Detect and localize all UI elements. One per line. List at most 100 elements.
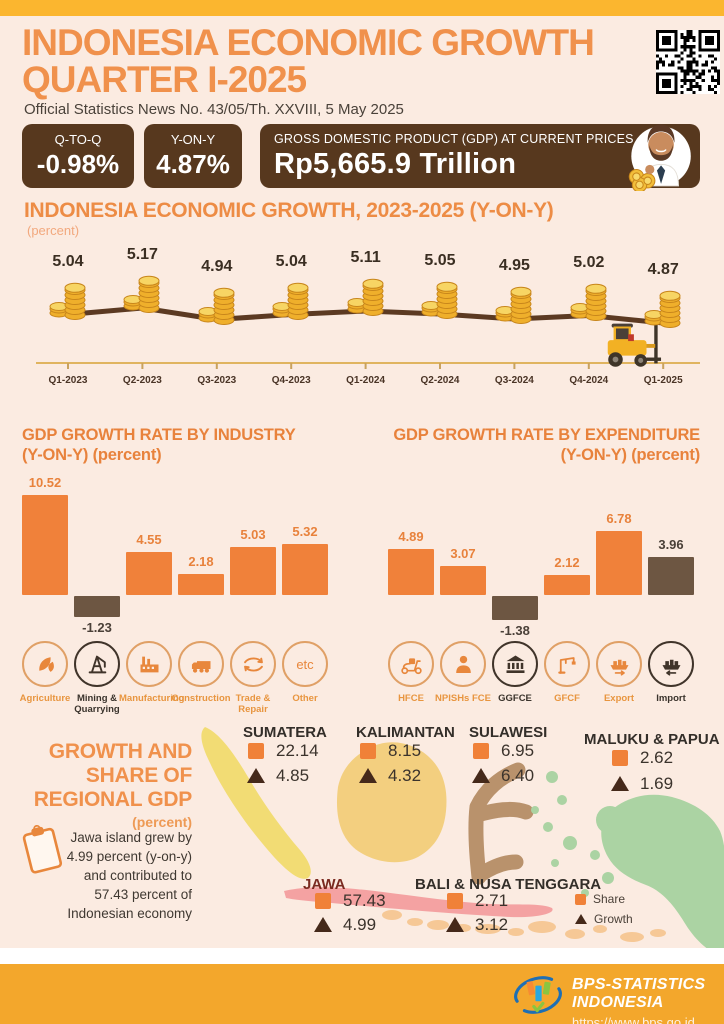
coin-stack-icon xyxy=(494,279,534,325)
growth-triangle-icon xyxy=(575,914,587,924)
coin-stack-icon xyxy=(48,275,88,321)
growth-triangle-icon xyxy=(472,768,490,783)
region-growth-value: 3.12 xyxy=(475,915,509,934)
line-chart-unit: (percent) xyxy=(27,223,80,238)
category-label: Mining & Quarrying xyxy=(74,693,120,716)
bar-value: 3.07 xyxy=(450,545,476,561)
x-axis-label: Q1-2024 xyxy=(346,375,386,386)
category-icon-circle xyxy=(492,641,538,687)
bar-value: 6.78 xyxy=(606,510,632,526)
bps-logo xyxy=(514,976,562,1014)
stat-qtoq-label: Q-TO-Q xyxy=(54,132,102,147)
page-title-line1: INDONESIA ECONOMIC GROWTH xyxy=(22,22,595,63)
category-icon-circle xyxy=(230,641,276,687)
category-label: Import xyxy=(656,693,686,704)
category-icon-circle xyxy=(440,641,486,687)
coin-stack-icon xyxy=(122,268,162,314)
line-chart: 5.04 Q1-2023 5.17 Q2-2023 4.94 Q3-2023 5.04 Q4-… xyxy=(0,240,724,405)
category-label: Export xyxy=(603,693,635,704)
legend-growth: Growth xyxy=(575,912,633,926)
regional-unit: (percent) xyxy=(132,814,192,830)
island-jawa xyxy=(284,887,553,918)
region-share-value: 2.62 xyxy=(640,748,674,767)
leaf-icon xyxy=(32,651,59,678)
page-title-line2: QUARTER I-2025 xyxy=(22,59,307,100)
growth-triangle-icon xyxy=(314,917,332,932)
expenditure-chart-subtitle: (Y-ON-Y) (percent) xyxy=(560,446,701,464)
bar xyxy=(596,530,642,595)
bar xyxy=(178,574,224,595)
category-icon-circle xyxy=(388,641,434,687)
clipboard-icon xyxy=(22,824,63,874)
line-point-value: 5.02 xyxy=(573,253,605,271)
region-growth-value: 1.69 xyxy=(640,774,674,793)
bar xyxy=(74,596,120,618)
line-chart-title: INDONESIA ECONOMIC GROWTH, 2023-2025 (Y-… xyxy=(24,199,554,222)
bar xyxy=(492,596,538,620)
region-name: KALIMANTAN xyxy=(356,724,455,741)
regional-note: Jawa island grew by 4.99 percent (y-on-y… xyxy=(66,830,192,921)
x-axis-label: Q1-2025 xyxy=(643,375,683,386)
bar-value: 3.96 xyxy=(658,537,684,553)
bar-value: 5.32 xyxy=(292,524,318,540)
category-label: HFCE xyxy=(398,693,424,704)
x-axis-label: Q3-2024 xyxy=(494,375,534,386)
line-point-value: 5.04 xyxy=(275,252,307,270)
stat-gdp: GROSS DOMESTIC PRODUCT (GDP) AT CURRENT … xyxy=(260,124,700,191)
category-label: GFCF xyxy=(554,693,580,704)
footer: BPS-STATISTICS INDONESIA https://www.bps… xyxy=(0,964,724,1024)
top-accent-bar xyxy=(0,0,724,16)
businessman-coins-illustration xyxy=(628,124,691,191)
footer-divider xyxy=(0,948,724,964)
share-square-icon xyxy=(575,893,586,905)
footer-url[interactable]: https://www.bps.go.id xyxy=(572,1015,695,1024)
island-sulawesi xyxy=(468,762,534,885)
bar-value: -1.23 xyxy=(82,620,112,636)
region-growth-value: 4.32 xyxy=(388,766,422,785)
category-icon-circle xyxy=(22,641,68,687)
share-square-icon xyxy=(360,743,376,759)
x-axis-label: Q1-2023 xyxy=(48,375,88,386)
crane-icon xyxy=(554,651,581,678)
scooter-icon xyxy=(398,651,425,678)
industry-chart-subtitle: (Y-ON-Y) (percent) xyxy=(22,446,162,464)
trade-hands-icon xyxy=(240,651,267,678)
category-label: Manufacturing xyxy=(119,693,185,704)
industry-chart: GDP GROWTH RATE BY INDUSTRY (Y-ON-Y) (pe… xyxy=(20,425,334,717)
growth-triangle-icon xyxy=(611,776,629,791)
bar-value: 2.12 xyxy=(554,554,580,570)
factory-icon xyxy=(136,651,163,678)
bar xyxy=(648,557,694,595)
growth-triangle-icon xyxy=(446,917,464,932)
bar xyxy=(22,495,68,595)
expenditure-chart-title: GDP GROWTH RATE BY EXPENDITURE xyxy=(393,426,700,444)
category-label: Trade & Repair xyxy=(235,693,271,716)
x-axis-label: Q2-2024 xyxy=(420,375,460,386)
category-icon-circle: etc xyxy=(282,641,328,687)
bar xyxy=(282,544,328,595)
coin-stack-icon xyxy=(569,276,609,322)
bar xyxy=(126,551,172,595)
share-square-icon xyxy=(447,893,463,909)
share-square-icon xyxy=(473,743,489,759)
bar-value: -1.38 xyxy=(500,622,530,638)
line-point-value: 4.95 xyxy=(498,257,530,274)
region-growth-value: 4.99 xyxy=(343,915,377,934)
line-point-value: 5.04 xyxy=(52,252,84,270)
region-name: BALI & NUSA TENGGARA xyxy=(415,876,602,893)
stat-gdp-label: GROSS DOMESTIC PRODUCT (GDP) AT CURRENT … xyxy=(274,132,634,146)
coin-stack-icon xyxy=(420,274,460,320)
coin-stack-icon xyxy=(271,275,311,321)
x-axis-label: Q3-2023 xyxy=(197,375,237,386)
islands-maluku-papua xyxy=(531,771,724,958)
regional-section-header: GROWTH AND SHARE OF REGIONAL GDP (percen… xyxy=(30,740,193,830)
category-label: Other xyxy=(292,693,318,704)
x-axis-label: Q2-2023 xyxy=(122,375,162,386)
region-share-value: 8.15 xyxy=(388,741,422,760)
oil-derrick-icon xyxy=(84,651,111,678)
industry-chart-title: GDP GROWTH RATE BY INDUSTRY xyxy=(22,426,296,444)
bank-icon xyxy=(502,651,529,678)
category-icon-circle xyxy=(544,641,590,687)
region-name: JAWA xyxy=(303,876,346,893)
